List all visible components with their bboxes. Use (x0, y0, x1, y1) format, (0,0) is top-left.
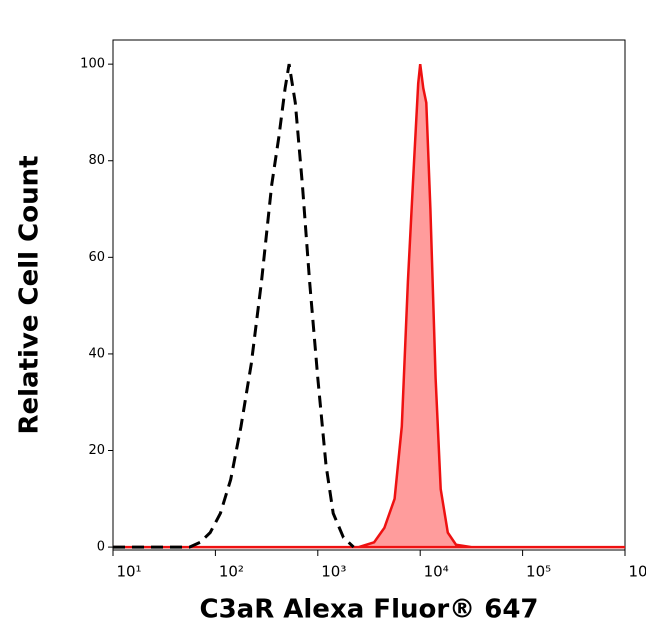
histogram-area (113, 63, 625, 549)
y-axis-title: Relative Cell Count (15, 155, 45, 434)
y-tick-label: 0 (97, 540, 105, 555)
histogram-line (113, 63, 355, 549)
y-tick-label: 80 (88, 153, 105, 168)
x-tick-label: 10¹ (116, 563, 141, 581)
y-tick-label: 20 (88, 443, 105, 458)
plot-frame (112, 39, 626, 551)
y-tick-label: 40 (88, 346, 105, 361)
y-tick-label: 100 (80, 57, 105, 72)
y-tick-label: 60 (88, 250, 105, 265)
x-tick-label: 10⁵ (526, 563, 551, 581)
x-tick-label: 10³ (321, 563, 346, 581)
x-tick-label: 10⁴ (424, 563, 449, 581)
x-tick-label: 10⁶ (628, 563, 646, 581)
x-tick-label: 10² (219, 563, 244, 581)
x-axis-title: C3aR Alexa Fluor® 647 (199, 595, 538, 625)
